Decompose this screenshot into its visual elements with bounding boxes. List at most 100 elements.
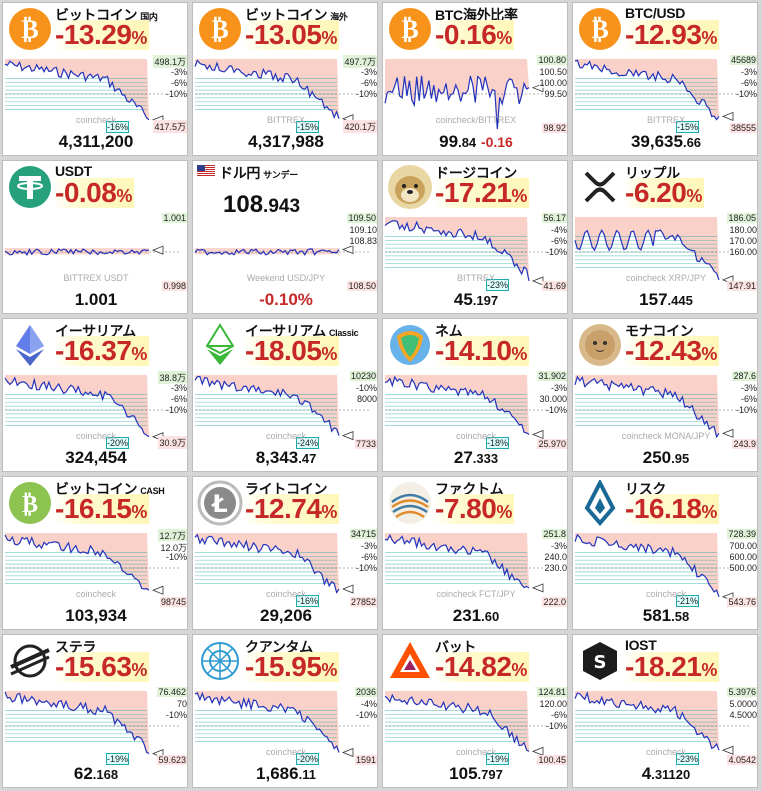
ticker-tile[interactable]: ₿ ビットコイン 海外 -13.05% 497.7万 -3% -6% -10% -15% BITT…	[192, 2, 378, 156]
level-label: -3%	[170, 383, 187, 393]
source-watermark: coincheck	[265, 589, 307, 599]
price-line	[384, 220, 530, 282]
current-price: 62.168	[73, 764, 119, 783]
bitcoin-icon: ₿	[577, 6, 623, 52]
level-label: 8000	[356, 394, 377, 404]
drawdown-pin: -15%	[675, 121, 699, 133]
chart-area: 2036 -4% -10% -20% coincheck 1591	[193, 687, 377, 765]
change-percent: -16.37%	[53, 335, 149, 366]
ticker-name: ビットコイン CASH	[55, 481, 165, 497]
drawdown-area	[385, 375, 529, 435]
ticker-tile[interactable]: ステラ -15.63% 76.462 70 -10% -19% 59.623 62.168	[2, 634, 188, 788]
level-label: 99.50	[544, 89, 567, 99]
level-label: -6%	[550, 710, 567, 720]
drawdown-area	[195, 375, 339, 436]
ticker-tile[interactable]: ファクトム -7.80% 251.8 -3% 240.0 230.0 coincheck F…	[382, 476, 568, 630]
ticker-tile[interactable]: USDT -0.08% 1.001 BITTREX USDT 0.998 1.001	[2, 160, 188, 314]
price-line	[574, 533, 720, 598]
ticker-tile[interactable]: ₿ BTC/USD -12.93% 45689 -3% -6% -10% -15% BITTRE…	[572, 2, 758, 156]
chart-area: 186.05 180.00 170.00 160.00 coincheck XRP/JP…	[573, 213, 757, 291]
chart-area: 497.7万 -3% -6% -10% -15% BITTREX 420.1万	[193, 55, 377, 133]
price-line	[384, 533, 530, 589]
change-percent: -18.21%	[623, 651, 719, 682]
price-chart	[574, 533, 749, 602]
high-label: 109.50	[347, 213, 377, 223]
ticker-name: ネム	[435, 323, 463, 339]
change-percent: -0.16%	[433, 19, 514, 50]
chart-area: 124.81 120.00 -6% -10% -19% coincheck 100.45	[383, 687, 567, 765]
price-line	[194, 248, 340, 256]
ticker-tile[interactable]: S IOST -18.21% 5.3976 5.0000 4.5000 -23% coinch…	[572, 634, 758, 788]
change-percent: -17.21%	[433, 177, 529, 208]
level-label: -4%	[360, 699, 377, 709]
current-price: 39,635.66	[630, 132, 702, 151]
ticker-tile[interactable]: クアンタム -15.95% 2036 -4% -10% -20% coincheck 1591…	[192, 634, 378, 788]
ticker-tile[interactable]: Ł ライトコイン -12.74% 34715 -3% -6% -10% -16% coinche…	[192, 476, 378, 630]
change-percent: -13.29%	[53, 19, 149, 50]
ethereum-icon	[7, 322, 53, 368]
ticker-tile[interactable]: バット -14.82% 124.81 120.00 -6% -10% -19% coinche…	[382, 634, 568, 788]
ticker-tile[interactable]: ドージコイン -17.21% 56.17 -4% -6% -10% -23% BITTREX 4…	[382, 160, 568, 314]
level-label: 160.00	[729, 247, 757, 257]
ticker-tile[interactable]: リップル -6.20% 186.05 180.00 170.00 160.00 coinch…	[572, 160, 758, 314]
high-label: 186.05	[727, 213, 757, 223]
current-price-marker	[721, 111, 734, 122]
drawdown-pin: -20%	[105, 437, 129, 449]
ticker-tile[interactable]: ドル円 サンデー 108.943 109.50 109.10 108.83 Weekend …	[192, 160, 378, 314]
source-watermark: coincheck	[645, 747, 687, 757]
svg-text:₿: ₿	[211, 15, 228, 45]
drawdown-pin: -23%	[485, 279, 509, 291]
low-label: 27852	[349, 597, 377, 607]
change-percent: -0.08%	[53, 177, 134, 208]
level-label: 500.00	[729, 563, 757, 573]
current-price: 4,311,200	[58, 132, 134, 151]
ticker-tile[interactable]: ₿ ビットコイン CASH -16.15% 12.7万 12.0万 -10% coinchec…	[2, 476, 188, 630]
current-price: 45.197	[453, 290, 499, 309]
chart-area: 5.3976 5.0000 4.5000 -23% coincheck 4.0542	[573, 687, 757, 765]
price-chart	[384, 217, 559, 286]
level-label: 180.00	[729, 225, 757, 235]
ticker-tile[interactable]: ₿ BTC海外比率 -0.16% 100.80 100.50 100.00 99.50 coi…	[382, 2, 568, 156]
level-label: -10%	[545, 405, 567, 415]
qtum-icon	[197, 638, 243, 684]
low-label: 38555	[729, 123, 757, 133]
low-label: 41.69	[542, 281, 567, 291]
ticker-tile[interactable]: ₿ ビットコイン 国内 -13.29% 498.1万 -3% -6% -10% -16% coin…	[2, 2, 188, 156]
price-line	[4, 248, 150, 257]
factom-icon	[387, 480, 433, 526]
svg-text:₿: ₿	[591, 15, 608, 45]
ticker-tile[interactable]: リスク -16.18% 728.39 700.00 600.00 500.00 -21% co…	[572, 476, 758, 630]
change-percent: -12.43%	[623, 335, 719, 366]
current-price: 250.95	[642, 448, 690, 467]
ticker-tile[interactable]: イーサリアム -16.37% 38.8万 -3% -6% -10% -20% coinchec…	[2, 318, 188, 472]
ticker-name: ライトコイン	[245, 481, 328, 497]
bitcoin-icon: ₿	[387, 6, 433, 52]
drawdown-pin: -24%	[295, 437, 319, 449]
level-label: -10%	[165, 552, 187, 562]
level-label: 4.5000	[729, 710, 757, 720]
price-chart	[574, 59, 749, 122]
price-line	[384, 693, 530, 752]
chart-area: 287.6 -3% -6% -10% coincheck MONA/JPY 243.9	[573, 371, 757, 449]
ticker-tile[interactable]: モナコイン -12.43% 287.6 -3% -6% -10% coincheck MON…	[572, 318, 758, 472]
current-price: 99.84 -0.16	[439, 132, 513, 151]
level-label: 30.000	[539, 394, 567, 404]
price-chart	[4, 59, 179, 125]
mona-icon	[577, 322, 623, 368]
ticker-name: イーサリアム	[55, 323, 136, 339]
drawdown-area	[385, 217, 529, 281]
ticker-name: ビットコイン 海外	[245, 7, 348, 23]
low-label: 222.0	[542, 597, 567, 607]
source-watermark: coincheck	[265, 431, 307, 441]
ticker-tile[interactable]: イーサリアム Classic -18.05% 10230 -10% 8000 -24% coi…	[192, 318, 378, 472]
drawdown-area	[575, 217, 719, 280]
level-label: -10%	[355, 563, 377, 573]
current-rate: 108.943	[223, 191, 301, 218]
drawdown-area	[195, 248, 339, 255]
ticker-name: ビットコイン 国内	[55, 7, 158, 23]
chart-area: 76.462 70 -10% -19% 59.623	[3, 687, 187, 765]
price-line	[4, 376, 150, 438]
low-label: 7733	[354, 439, 377, 449]
ticker-tile[interactable]: ネム -14.10% 31.902 -3% 30.000 -10% -18% coinchec…	[382, 318, 568, 472]
drawdown-area	[195, 691, 339, 753]
